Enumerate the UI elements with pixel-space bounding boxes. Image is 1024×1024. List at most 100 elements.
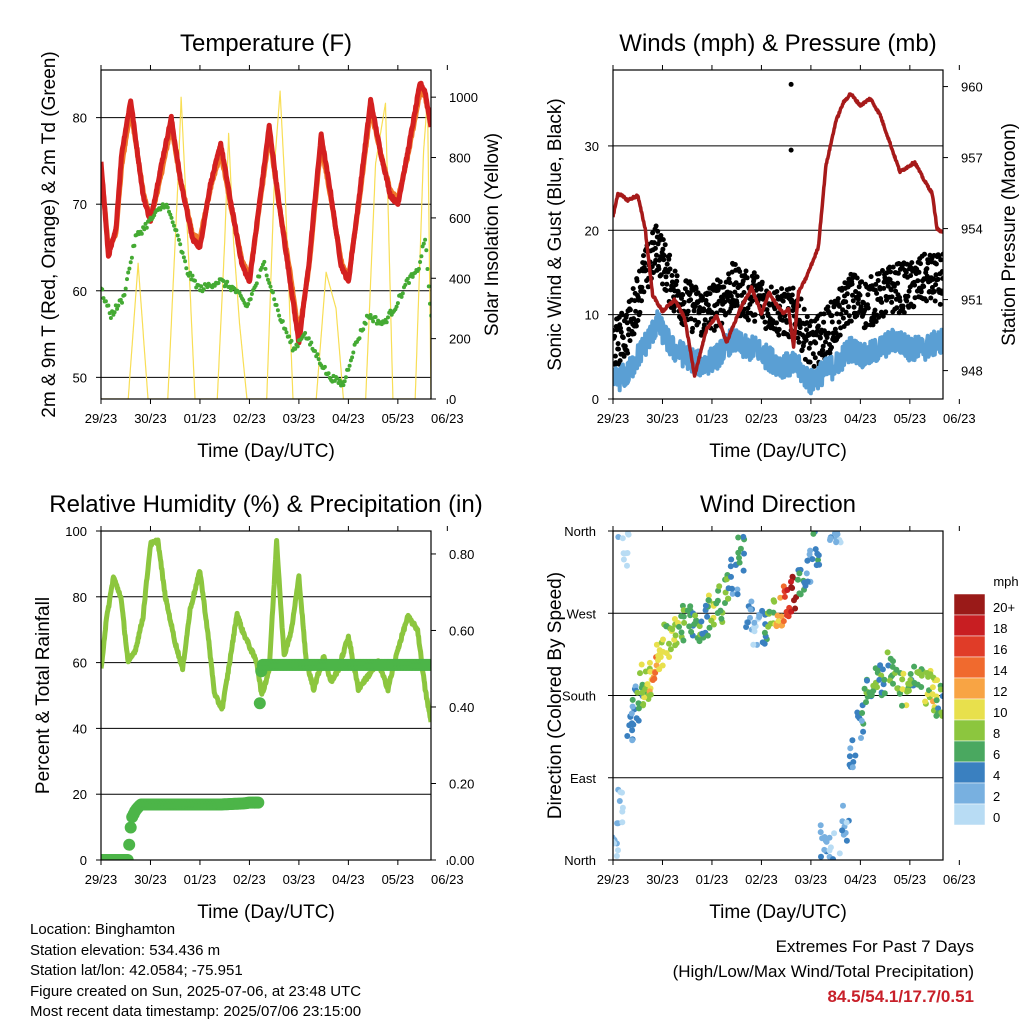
wind-direction-point	[846, 753, 853, 760]
gust-point	[854, 275, 860, 281]
wind-direction-point	[747, 606, 754, 613]
colorbar-label: 4	[993, 768, 1000, 783]
wind-direction-point	[686, 623, 693, 630]
dewpoint-point	[122, 293, 127, 297]
gust-point	[701, 306, 707, 312]
wind-direction-point	[855, 713, 861, 720]
wind-direction-point	[858, 735, 864, 741]
dewpoint-point	[410, 274, 415, 279]
dewpoint-point	[309, 340, 314, 345]
wind-direction-point	[751, 628, 758, 635]
gust-point	[619, 312, 625, 318]
gust-point	[669, 279, 675, 285]
gust-point	[806, 345, 812, 351]
wind-direction-point	[933, 697, 940, 704]
dewpoint-point	[103, 299, 108, 304]
gust-point	[804, 314, 810, 320]
gust-point	[693, 286, 699, 292]
gust-point	[848, 318, 854, 324]
gust-point	[754, 274, 760, 280]
gust-point	[829, 313, 835, 319]
x-tick-label: 30/23	[646, 872, 679, 887]
gust-point	[844, 291, 850, 297]
dewpoint-point	[201, 287, 206, 292]
chart-title: Temperature (F)	[180, 30, 352, 57]
colorbar-swatch	[953, 635, 986, 658]
gust-point	[933, 261, 939, 267]
gust-point	[656, 266, 662, 272]
gust-point	[870, 322, 876, 328]
wind-direction-point	[629, 696, 636, 703]
y2-tick-label: 400	[449, 271, 471, 286]
wind-direction-point	[629, 703, 636, 710]
dewpoint-point	[126, 270, 131, 275]
wind-direction-point	[647, 668, 654, 675]
y-axis-label: Direction (Colored By Speed)	[545, 572, 566, 819]
gust-point	[850, 298, 856, 304]
gust-point	[924, 266, 930, 272]
gust-point	[880, 268, 885, 273]
gust-point	[854, 313, 860, 319]
gust-point	[821, 319, 827, 325]
wind-direction-point	[672, 632, 679, 639]
wind-direction-point	[858, 717, 865, 724]
gust-point	[876, 314, 882, 320]
y2-tick-label: 960	[961, 80, 983, 95]
wind-line	[613, 309, 943, 396]
dewpoint-point	[424, 248, 429, 253]
gust-point	[803, 337, 809, 343]
gust-point	[654, 252, 659, 258]
gust-point	[903, 269, 909, 275]
dewpoint-point	[350, 355, 355, 360]
dewpoint-point	[139, 231, 144, 236]
gust-point	[813, 340, 819, 346]
gust-point	[929, 285, 935, 290]
wind-direction-point	[696, 638, 703, 645]
dewpoint-point	[228, 288, 233, 293]
gust-point	[849, 281, 855, 287]
wind-direction-point	[788, 578, 794, 585]
colorbar-label: 6	[993, 747, 1000, 762]
dewpoint-point	[180, 250, 185, 255]
wind-direction-point	[911, 663, 918, 670]
gust-point	[872, 307, 878, 313]
wind-direction-point	[877, 662, 884, 669]
gust-point	[625, 350, 631, 356]
colorbar-swatch	[953, 656, 986, 679]
wind-direction-point	[716, 583, 723, 590]
wind-direction-point	[899, 686, 906, 693]
chart-panel-3: Relative Humidity (%) & Precipitation (i…	[33, 491, 483, 923]
dewpoint-point	[342, 379, 347, 384]
gust-point	[642, 260, 648, 266]
wind-direction-point	[900, 670, 907, 677]
gust-point	[864, 322, 870, 328]
x-tick-label: 30/23	[646, 411, 679, 426]
gust-point	[935, 276, 941, 282]
gust-point	[634, 278, 640, 284]
wind-direction-point	[653, 641, 660, 648]
gust-point	[897, 298, 903, 304]
y2-tick-label: 0.60	[449, 623, 474, 638]
gust-point	[940, 276, 943, 281]
wind-direction-point	[821, 846, 828, 853]
wind-direction-point	[705, 597, 712, 604]
wind-direction-point	[804, 557, 811, 564]
dewpoint-point	[284, 330, 289, 335]
x-tick-label: 29/23	[85, 411, 118, 426]
gust-point	[808, 340, 813, 346]
colorbar-label: 16	[993, 642, 1007, 657]
dewpoint-point	[176, 237, 181, 242]
gust-point	[874, 290, 880, 296]
dewpoint-point	[267, 281, 272, 285]
gust-point	[639, 284, 645, 290]
dewpoint-point	[125, 277, 129, 282]
y-tick-label: West	[567, 606, 597, 621]
gust-point	[814, 328, 820, 334]
gust-point	[906, 288, 912, 294]
gust-point	[669, 273, 675, 278]
wind-direction-point	[847, 745, 854, 752]
gust-point	[801, 306, 807, 312]
gust-point	[808, 318, 814, 324]
wind-direction-point	[735, 549, 742, 556]
